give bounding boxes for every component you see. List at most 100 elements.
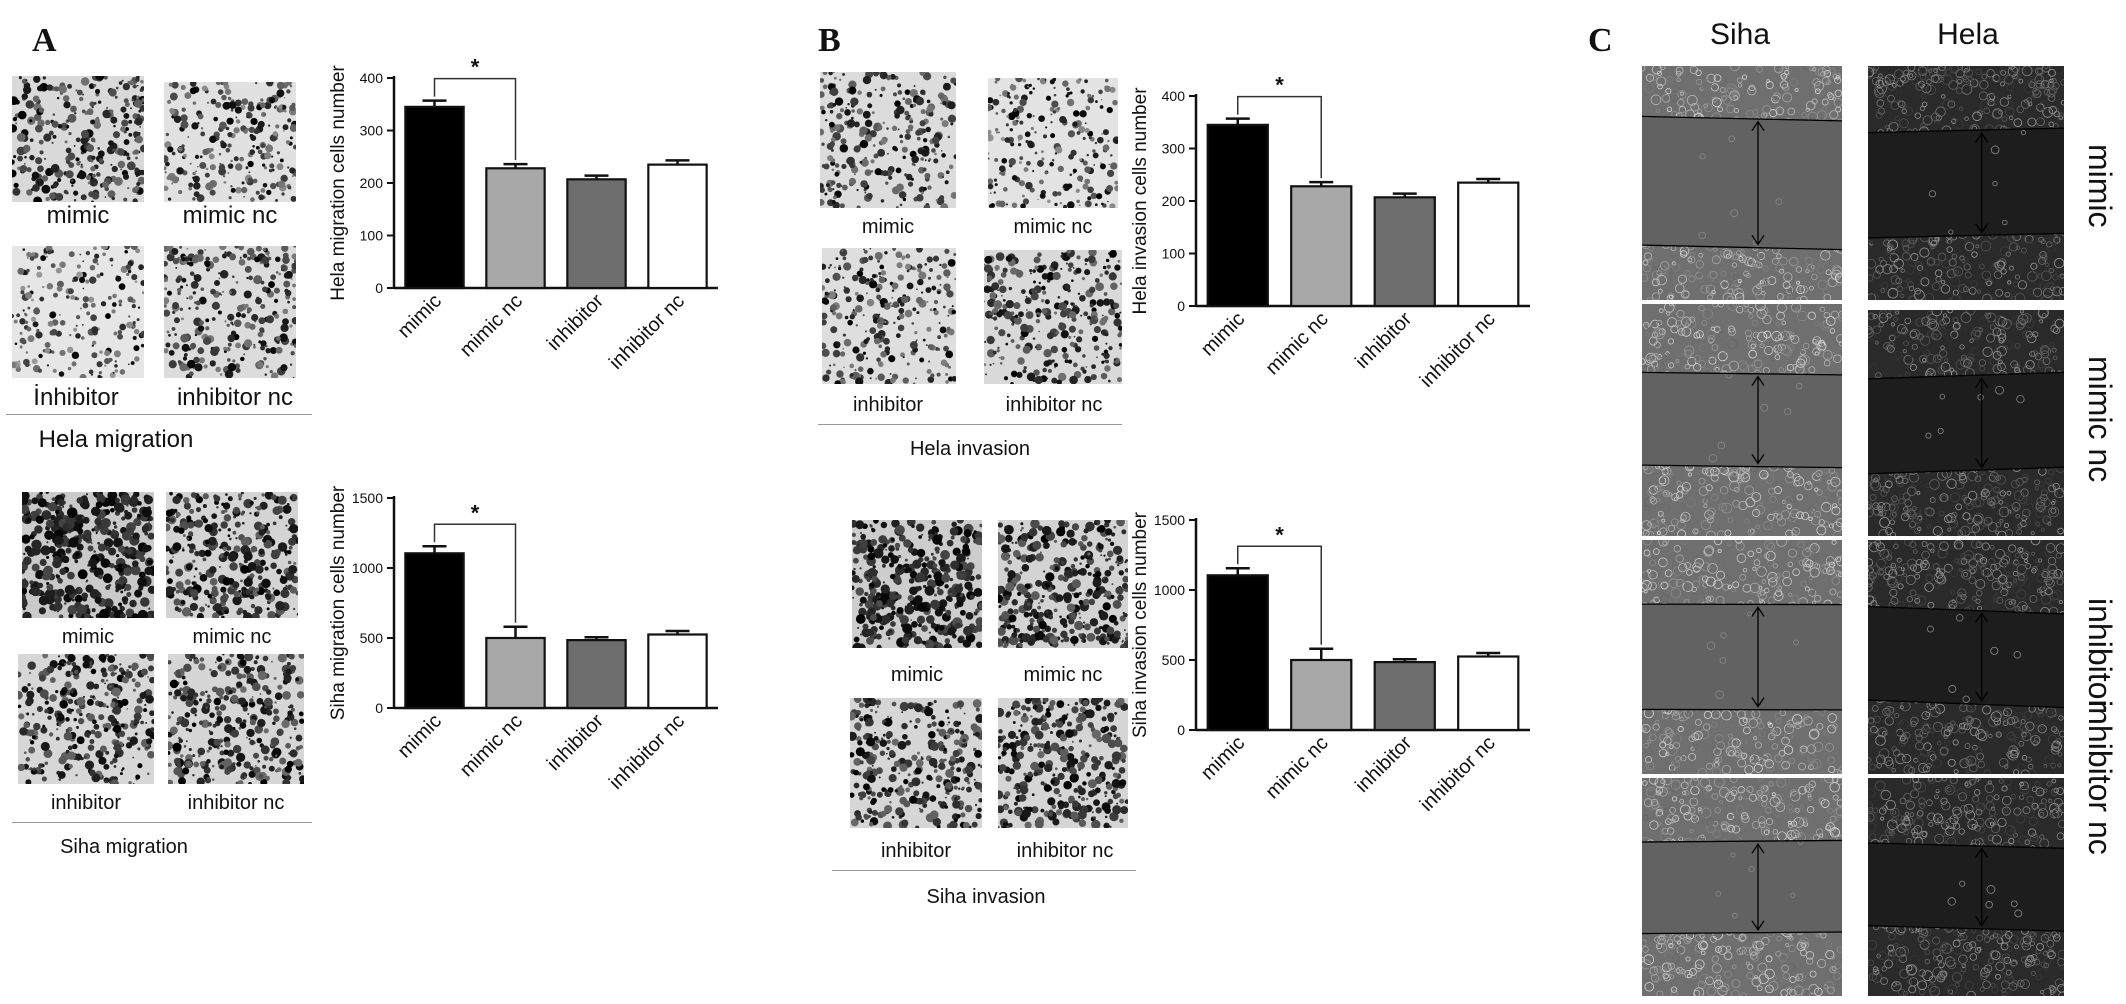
micrograph-texture <box>164 82 296 202</box>
y-tick-label: 1500 <box>1154 512 1185 528</box>
x-tick-label: inhibitor nc <box>605 710 689 794</box>
caption-siha-invasion-inhibitor: inhibitor <box>880 840 952 862</box>
bar <box>485 167 546 290</box>
micrograph-texture <box>822 248 956 384</box>
divider-hela-migration <box>6 414 312 415</box>
caption-siha-migration-mimic: mimic <box>61 626 115 648</box>
scratch-image-hela-inhibitor <box>1868 540 2064 774</box>
y-tick-label: 0 <box>375 280 383 296</box>
bar <box>647 163 708 290</box>
x-tick-label: mimic <box>394 290 446 342</box>
micrograph-hela-invasion-inhibitor-nc <box>984 250 1122 384</box>
bar <box>1206 123 1269 308</box>
caption-hela-invasion-inhibitor: inhibitor <box>852 394 924 416</box>
row-label-inhibitor: inhibitor <box>2082 598 2118 711</box>
scratch-texture <box>1868 540 2064 774</box>
y-tick-label: 300 <box>360 123 384 139</box>
caption-siha-migration-inhibitor: inhibitor <box>50 792 122 814</box>
y-tick-label: 300 <box>1162 141 1186 157</box>
scratch-image-hela-mimic-nc <box>1868 310 2064 536</box>
x-tick-label: mimic nc <box>456 290 527 361</box>
micrograph-texture <box>168 654 304 784</box>
caption-hela-migration-mimic-nc: mimic nc <box>182 202 278 229</box>
micrograph-hela-migration-mimic-nc <box>164 82 296 202</box>
caption-siha-invasion-mimic: mimic <box>890 664 944 686</box>
x-tick-label: inhibitor nc <box>605 290 689 374</box>
micrograph-siha-migration-mimic-nc <box>166 492 298 618</box>
y-axis-label: Hela invasion cells number <box>1130 87 1151 315</box>
scratch-image-siha-inhibitor-nc <box>1642 778 1842 996</box>
caption-hela-migration-mimic: mimic <box>46 202 110 229</box>
y-axis-label: Hela migration cells number <box>328 65 349 301</box>
divider-siha-migration <box>12 822 312 823</box>
caption-hela-invasion-inhibitor-nc: inhibitor nc <box>1005 394 1103 416</box>
micrograph-texture <box>12 76 144 202</box>
caption-siha-invasion-inhibitor-nc: inhibitor nc <box>1016 840 1114 862</box>
micrograph-siha-invasion-mimic <box>852 520 982 648</box>
y-tick-label: 0 <box>1177 298 1185 314</box>
chart-siha-migration: Siha migration cells number 0 500 1000 1500 m… <box>328 485 718 794</box>
caption-siha-invasion-mimic-nc: mimic nc <box>1023 664 1103 686</box>
y-tick-label: 100 <box>1162 246 1186 262</box>
divider-hela-invasion <box>818 424 1122 425</box>
micrograph-hela-invasion-mimic <box>820 72 956 208</box>
caption-hela-migration-inhibitor: İnhibitor <box>33 384 119 411</box>
micrograph-siha-invasion-inhibitor <box>850 698 982 828</box>
caption-hela-invasion-mimic-nc: mimic nc <box>1013 216 1093 238</box>
panel-label-c: C <box>1588 22 1613 59</box>
column-header-siha: Siha <box>1709 18 1771 51</box>
significance-label: * <box>1275 522 1284 547</box>
y-axis-label: Siha invasion cells number <box>1130 511 1151 738</box>
x-tick-label: inhibitor <box>1351 732 1416 797</box>
caption-hela-migration-inhibitor-nc: inhibitor nc <box>176 384 294 411</box>
micrograph-siha-invasion-inhibitor-nc <box>998 698 1128 828</box>
x-tick-label: inhibitor <box>543 710 608 775</box>
micrograph-siha-migration-inhibitor <box>18 654 154 784</box>
micrograph-texture <box>852 520 982 648</box>
column-header-hela: Hela <box>1937 18 1999 51</box>
y-axis-label: Siha migration cells number <box>328 485 349 720</box>
significance-bracket <box>1237 545 1322 645</box>
scratch-texture <box>1868 310 2064 536</box>
y-tick-label: 500 <box>360 630 384 646</box>
scratch-texture <box>1642 66 1842 300</box>
micrograph-texture <box>984 250 1122 384</box>
y-tick-label: 1000 <box>1154 582 1185 598</box>
micrograph-hela-invasion-inhibitor <box>822 248 956 384</box>
row-label-mimic-nc: mimic nc <box>2082 356 2118 483</box>
x-tick-label: mimic nc <box>456 710 527 781</box>
x-tick-label: mimic <box>1197 732 1249 784</box>
micrograph-texture <box>820 72 956 208</box>
micrograph-texture <box>166 492 298 618</box>
scratch-texture <box>1642 778 1842 996</box>
significance-bracket <box>433 77 517 161</box>
bar <box>1290 185 1353 308</box>
micrograph-texture <box>998 698 1128 828</box>
micrograph-siha-invasion-mimic-nc <box>998 520 1128 648</box>
panel-label-a: A <box>32 22 57 59</box>
bar <box>485 636 546 710</box>
significance-label: * <box>471 500 480 525</box>
bar <box>1290 658 1353 732</box>
scratch-texture <box>1868 66 2064 300</box>
divider-siha-invasion <box>832 870 1136 871</box>
micrograph-texture <box>988 78 1118 208</box>
y-tick-label: 400 <box>1162 88 1186 104</box>
micrograph-texture <box>22 492 154 618</box>
bar <box>1373 661 1436 732</box>
micrograph-texture <box>850 698 982 828</box>
micrograph-hela-migration-mimic <box>12 76 144 202</box>
caption-siha-migration-mimic-nc: mimic nc <box>192 626 272 648</box>
x-tick-label: inhibitor nc <box>1416 732 1500 816</box>
y-tick-label: 500 <box>1162 652 1186 668</box>
micrograph-siha-migration-inhibitor-nc <box>168 654 304 784</box>
bar <box>566 639 627 710</box>
y-tick-label: 400 <box>360 70 384 86</box>
title-hela-invasion: Hela invasion <box>909 438 1031 460</box>
scratch-image-hela-inhibitor-nc <box>1868 778 2064 996</box>
scratch-image-hela-mimic <box>1868 66 2064 300</box>
chart-siha-invasion: Siha invasion cells number 0 500 1000 1500 mi… <box>1130 511 1530 816</box>
scratch-image-siha-inhibitor <box>1642 540 1842 774</box>
bar <box>1373 196 1436 308</box>
